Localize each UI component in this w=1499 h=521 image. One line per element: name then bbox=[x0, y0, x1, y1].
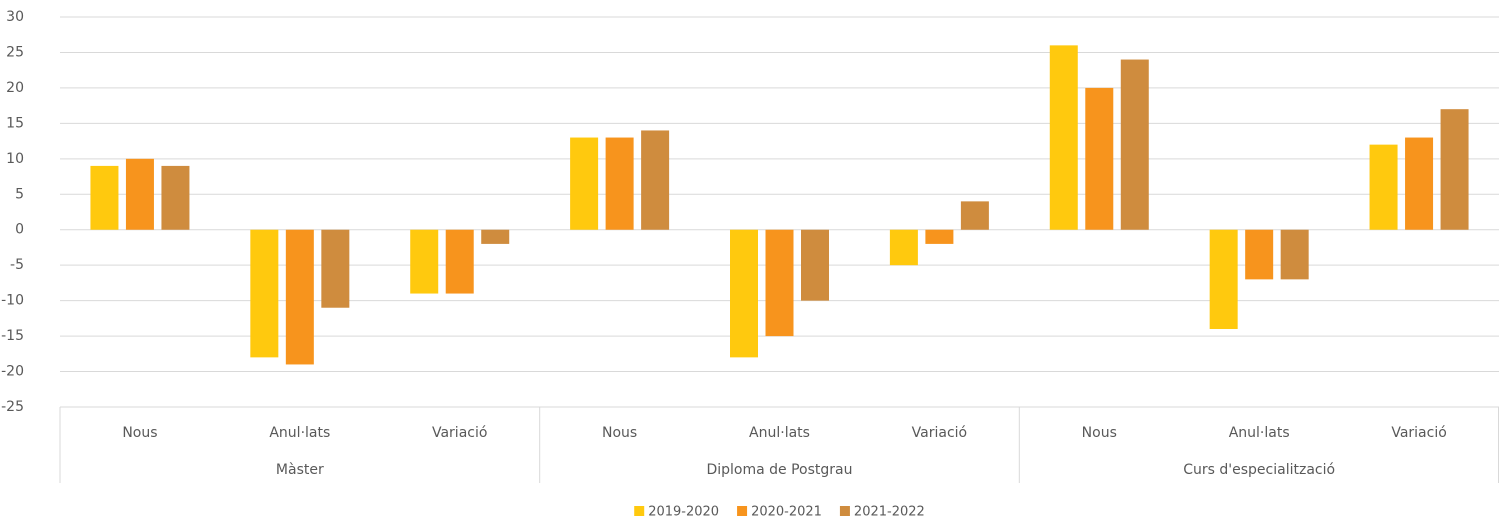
bar bbox=[730, 229, 758, 358]
bar bbox=[1440, 109, 1469, 230]
x-tick-label: Anul·lats bbox=[269, 425, 330, 441]
y-tick-label: -20 bbox=[1, 364, 24, 380]
y-tick-label: 0 bbox=[15, 222, 24, 238]
group-label: Curs d'especialització bbox=[1183, 462, 1335, 478]
y-tick-label: 15 bbox=[6, 115, 24, 131]
bar bbox=[250, 229, 279, 358]
bar bbox=[605, 137, 634, 230]
legend-swatch bbox=[737, 506, 748, 516]
bar bbox=[960, 201, 989, 230]
y-tick-label: 25 bbox=[6, 44, 24, 60]
bar bbox=[445, 229, 474, 294]
y-tick-label: 10 bbox=[6, 151, 24, 167]
x-tick-label: Nous bbox=[1082, 425, 1117, 441]
y-tick-label: 5 bbox=[15, 186, 24, 202]
bar bbox=[765, 229, 794, 337]
x-tick-label: Anul·lats bbox=[1229, 425, 1290, 441]
bar bbox=[925, 229, 954, 244]
y-tick-label: -25 bbox=[1, 399, 24, 415]
x-tick-label: Variació bbox=[432, 425, 487, 441]
x-tick-label: Nous bbox=[122, 425, 157, 441]
bar bbox=[641, 130, 670, 230]
bar bbox=[1049, 45, 1078, 230]
x-tick-label: Variació bbox=[912, 425, 967, 441]
x-tick-label: Anul·lats bbox=[749, 425, 810, 441]
bar bbox=[1209, 229, 1238, 329]
legend-label: 2019-2020 bbox=[648, 505, 719, 520]
group-label: Diploma de Postgrau bbox=[706, 462, 852, 478]
legend-swatch bbox=[839, 506, 850, 516]
y-tick-label: 20 bbox=[6, 80, 24, 96]
bar bbox=[889, 229, 918, 266]
x-tick-label: Variació bbox=[1391, 425, 1446, 441]
legend-swatch bbox=[634, 506, 645, 516]
bar bbox=[1085, 87, 1114, 230]
legend-label: 2020-2021 bbox=[751, 505, 822, 520]
x-tick-label: Nous bbox=[602, 425, 637, 441]
bar bbox=[481, 229, 510, 244]
bar bbox=[321, 229, 350, 308]
bar bbox=[90, 165, 119, 230]
bar bbox=[410, 229, 439, 294]
bar bbox=[1369, 144, 1398, 230]
bar bbox=[570, 137, 599, 230]
group-label: Màster bbox=[276, 462, 324, 478]
y-tick-label: -15 bbox=[1, 328, 24, 344]
bar bbox=[161, 165, 190, 230]
y-tick-label: -5 bbox=[10, 257, 24, 273]
bar bbox=[1405, 137, 1434, 230]
bar bbox=[1280, 229, 1309, 280]
y-tick-label: 30 bbox=[6, 9, 24, 25]
bar bbox=[285, 229, 314, 365]
legend-label: 2021-2022 bbox=[854, 505, 925, 520]
bar bbox=[1245, 229, 1274, 280]
bar bbox=[1120, 59, 1149, 230]
bar bbox=[125, 158, 154, 230]
bar bbox=[801, 229, 829, 301]
y-tick-label: -10 bbox=[1, 293, 24, 309]
